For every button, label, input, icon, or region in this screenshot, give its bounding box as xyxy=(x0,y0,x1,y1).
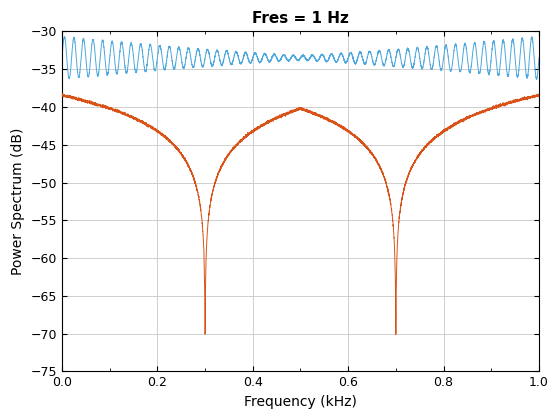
Title: Fres = 1 Hz: Fres = 1 Hz xyxy=(252,11,349,26)
Y-axis label: Power Spectrum (dB): Power Spectrum (dB) xyxy=(11,128,25,275)
X-axis label: Frequency (kHz): Frequency (kHz) xyxy=(244,395,357,409)
